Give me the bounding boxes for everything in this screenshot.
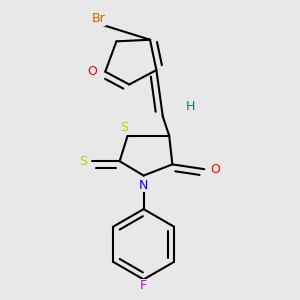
Text: H: H — [185, 100, 195, 113]
Text: Br: Br — [92, 13, 106, 26]
Text: O: O — [211, 163, 220, 176]
Text: O: O — [88, 65, 98, 78]
Text: N: N — [139, 179, 148, 192]
Text: S: S — [120, 121, 128, 134]
Text: S: S — [79, 155, 87, 168]
Text: F: F — [140, 279, 147, 292]
